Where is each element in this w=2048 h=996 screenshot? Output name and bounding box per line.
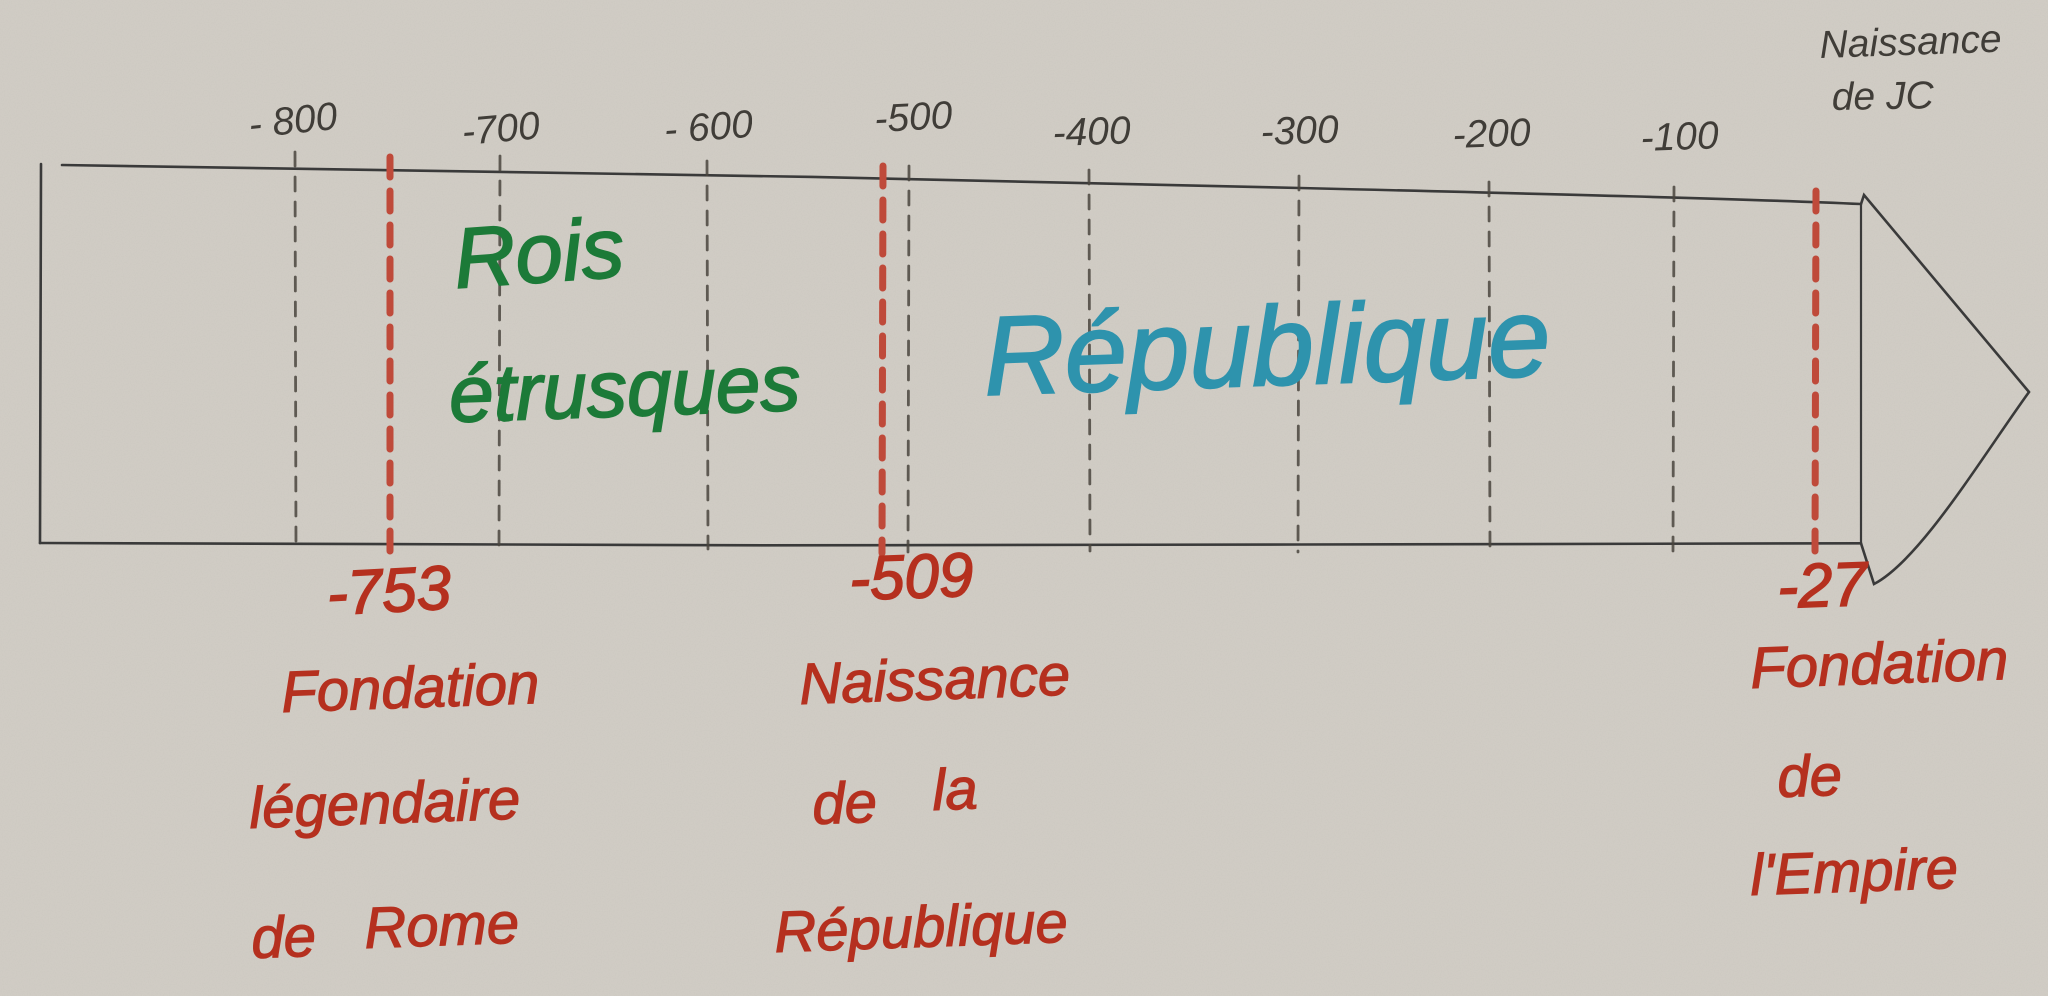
svg-text:-500: -500	[873, 94, 954, 141]
svg-text:de JC: de JC	[1831, 74, 1934, 119]
svg-text:-753: -753	[325, 554, 453, 629]
svg-text:-27: -27	[1776, 550, 1870, 622]
svg-text:- 600: - 600	[663, 103, 755, 152]
svg-text:Naissance: Naissance	[798, 643, 1071, 717]
svg-text:-509: -509	[848, 541, 974, 614]
svg-text:République: République	[981, 274, 1552, 419]
svg-text:Naissance: Naissance	[1819, 18, 2002, 67]
svg-text:Rome: Rome	[363, 891, 520, 961]
svg-text:-400: -400	[1052, 109, 1132, 155]
svg-text:de: de	[250, 904, 317, 971]
svg-text:l'Empire: l'Empire	[1749, 836, 1959, 908]
svg-text:la: la	[931, 756, 978, 823]
svg-text:-100: -100	[1640, 114, 1720, 160]
svg-text:-700: -700	[460, 104, 542, 154]
svg-text:-200: -200	[1452, 111, 1532, 157]
svg-text:République: République	[773, 890, 1069, 965]
svg-text:de: de	[1776, 743, 1843, 810]
svg-text:de: de	[811, 770, 878, 837]
svg-text:-300: -300	[1260, 108, 1340, 154]
svg-text:légendaire: légendaire	[248, 767, 521, 841]
svg-text:Fondation: Fondation	[1749, 627, 2009, 701]
svg-text:Rois: Rois	[451, 200, 627, 307]
svg-text:Fondation: Fondation	[280, 651, 540, 725]
svg-text:étrusques: étrusques	[447, 338, 801, 439]
